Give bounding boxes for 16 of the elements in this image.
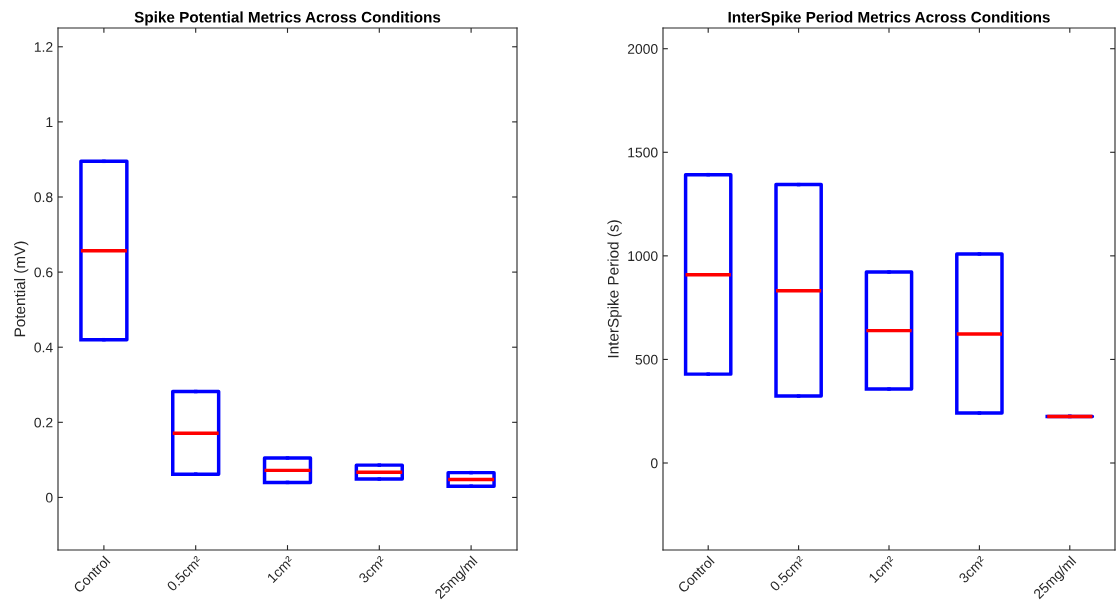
y-tick-label: 0.8 <box>34 192 53 203</box>
chart-title: Spike Potential Metrics Across Conditions <box>134 11 441 26</box>
y-tick-label: 1 <box>46 117 53 127</box>
y-tick-label: 0.6 <box>34 267 53 278</box>
y-tick-label: 1.2 <box>34 42 53 52</box>
chart-title: InterSpike Period Metrics Across Conditions <box>728 11 1050 26</box>
y-tick-label: 0.2 <box>34 417 53 428</box>
y-axis-title: InterSpike Period (s) <box>607 220 622 358</box>
y-tick-label: 500 <box>635 354 658 365</box>
y-tick-label: 1000 <box>628 251 658 262</box>
y-axis-title: Potential (mV) <box>14 241 29 337</box>
y-tick-label: 0.4 <box>34 342 53 353</box>
y-tick-label: 0 <box>650 458 658 469</box>
y-tick-label: 1500 <box>628 147 658 158</box>
y-tick-label: 0 <box>45 492 53 503</box>
y-tick-label: 2000 <box>627 44 658 54</box>
